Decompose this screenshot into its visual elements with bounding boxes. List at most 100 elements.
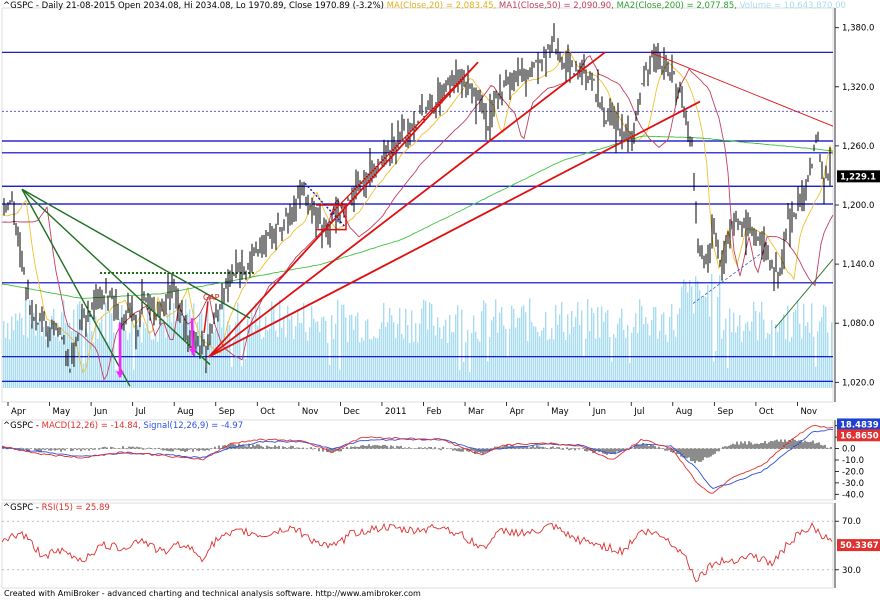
volume-bar	[793, 311, 795, 388]
volume-bar	[135, 314, 137, 388]
y-tick-label: 30.0	[842, 566, 861, 576]
highlight-arrow	[190, 318, 195, 355]
volume-bar	[367, 319, 369, 388]
volume-bar	[243, 337, 245, 388]
volume-bar	[387, 322, 389, 388]
volume-bar	[329, 365, 331, 388]
x-tick-label: Sep	[717, 407, 733, 417]
signal-legend: Signal(12,26,9) = -4.97	[143, 421, 244, 431]
signal-last-value-box	[837, 429, 880, 442]
volume-bar	[279, 299, 281, 388]
volume-bar	[285, 337, 287, 388]
volume-bar	[827, 332, 829, 388]
volume-bar	[785, 338, 787, 388]
volume-bar	[675, 336, 677, 388]
volume-bar	[525, 312, 527, 388]
volume-bar	[189, 309, 191, 388]
volume-bar	[709, 316, 711, 388]
volume-bar	[117, 370, 119, 388]
volume-bar	[739, 315, 741, 388]
volume-bar	[565, 340, 567, 388]
volume-bar	[497, 332, 499, 388]
volume-bar	[611, 361, 613, 388]
volume-bar	[195, 340, 197, 388]
volume-bar	[701, 297, 703, 388]
volume-bar	[13, 330, 15, 388]
volume-bar	[413, 341, 415, 388]
volume-bar	[303, 303, 305, 388]
gap-annotation: GAP	[203, 293, 220, 302]
volume-bar	[493, 316, 495, 388]
highlight-arrow-head	[116, 371, 124, 378]
volume-bar	[725, 318, 727, 388]
volume-bar	[31, 324, 33, 388]
volume-bar	[515, 327, 517, 388]
volume-bar	[39, 318, 41, 388]
volume-bar	[759, 312, 761, 388]
gap-arrow	[203, 301, 209, 334]
volume-bar	[41, 336, 43, 388]
volume-bar	[59, 340, 61, 388]
volume-bar	[249, 327, 251, 388]
volume-bar	[53, 308, 55, 388]
volume-bar	[755, 311, 757, 388]
x-tick-label: Nov	[302, 407, 319, 417]
volume-bar	[107, 341, 109, 388]
volume-bar	[511, 305, 513, 388]
y-tick-label: 1,020.0	[842, 378, 874, 388]
volume-bar	[645, 316, 647, 388]
volume-bar	[291, 315, 293, 388]
volume-bar	[519, 317, 521, 388]
volume-bar	[721, 338, 723, 388]
x-tick-label: 2011	[385, 407, 407, 417]
volume-bar	[203, 333, 205, 388]
volume-bar	[45, 339, 47, 388]
volume-bar	[593, 313, 595, 388]
volume-bar	[213, 332, 215, 388]
volume-bar	[783, 314, 785, 388]
volume-bar	[683, 279, 685, 388]
volume-bar	[697, 280, 699, 388]
trend-red-line	[208, 100, 701, 358]
volume-bar	[121, 305, 123, 388]
volume-bar	[499, 312, 501, 388]
volume-bar	[25, 300, 27, 388]
x-tick-label: May	[53, 407, 71, 417]
volume-bar	[491, 320, 493, 388]
volume-bar	[409, 342, 411, 388]
volume-bar	[237, 302, 239, 388]
volume-bar	[335, 323, 337, 388]
volume-bar	[389, 307, 391, 388]
ma50-legend: MA1(Close,50) = 2,090.90,	[498, 1, 617, 11]
y-tick-label: 1,260.0	[842, 142, 874, 152]
volume-bar	[357, 312, 359, 388]
volume-bar	[333, 339, 335, 388]
volume-bar	[241, 366, 243, 388]
volume-bar	[277, 337, 279, 388]
volume-bar	[581, 310, 583, 388]
volume-bar	[743, 330, 745, 388]
volume-bar	[591, 307, 593, 388]
volume-bar	[301, 323, 303, 388]
volume-bar	[673, 329, 675, 388]
volume-bar	[801, 338, 803, 388]
volume-bar	[529, 298, 531, 388]
volume-bar	[459, 370, 461, 388]
volume-bar	[651, 320, 653, 388]
volume-bar	[513, 308, 515, 388]
volume-bar	[267, 330, 269, 388]
volume-bar	[79, 301, 81, 388]
volume-bar	[349, 315, 351, 388]
volume-bar	[621, 308, 623, 388]
volume-bar	[311, 306, 313, 388]
volume-bar	[57, 322, 59, 388]
volume-bar	[51, 315, 53, 388]
volume-bar	[425, 301, 427, 388]
trend-green-line	[21, 188, 251, 319]
volume-bar	[569, 334, 571, 388]
volume-bar	[307, 340, 309, 388]
ma200-line	[1, 135, 834, 299]
volume-bar	[287, 305, 289, 388]
volume-bar	[781, 319, 783, 388]
volume-bar	[457, 305, 459, 388]
